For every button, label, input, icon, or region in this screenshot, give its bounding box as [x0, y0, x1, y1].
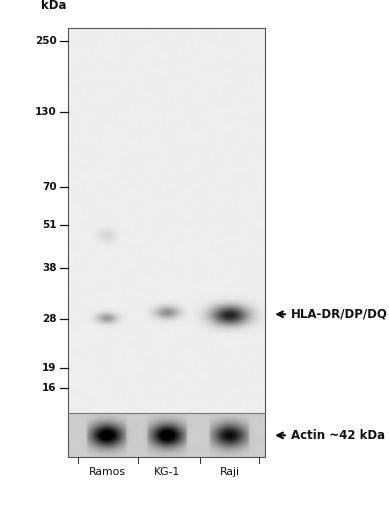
Text: 70: 70: [42, 181, 56, 192]
Text: 28: 28: [42, 314, 56, 324]
Text: HLA-DR/DP/DQ: HLA-DR/DP/DQ: [291, 308, 388, 321]
Text: 16: 16: [42, 383, 56, 393]
Text: Actin ~42 kDa: Actin ~42 kDa: [291, 429, 385, 442]
Text: KG-1: KG-1: [154, 467, 180, 477]
Text: 130: 130: [35, 107, 56, 118]
Text: 250: 250: [35, 36, 56, 46]
Text: Raji: Raji: [219, 467, 240, 477]
Text: 51: 51: [42, 220, 56, 230]
Text: 19: 19: [42, 363, 56, 373]
Text: kDa: kDa: [40, 0, 66, 12]
Text: Ramos: Ramos: [88, 467, 126, 477]
Text: 38: 38: [42, 263, 56, 273]
